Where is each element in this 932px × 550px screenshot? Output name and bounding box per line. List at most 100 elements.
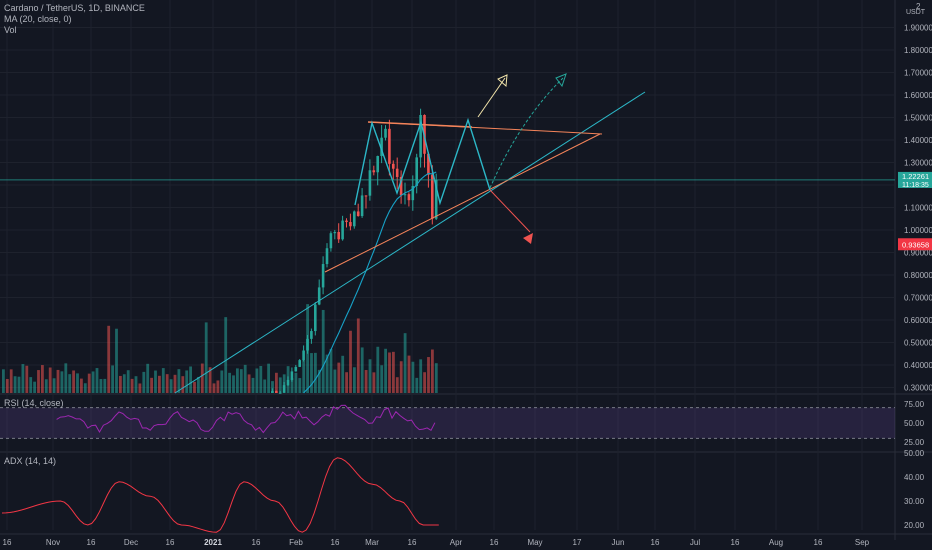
price-axis-label: 1.80000 xyxy=(904,46,932,55)
volume-bar xyxy=(376,346,380,393)
volume-bar xyxy=(134,376,138,393)
bearish-arrow-head xyxy=(523,233,533,244)
volume-bar xyxy=(384,348,387,393)
candle-body xyxy=(282,385,286,393)
candle-body xyxy=(427,153,430,175)
volume-bar xyxy=(33,381,36,393)
volume-bar xyxy=(115,328,118,393)
volume-bar xyxy=(407,355,411,393)
volume-bar xyxy=(356,318,360,393)
volume-bar xyxy=(13,376,17,393)
volume-bar xyxy=(290,378,294,393)
volume-bar xyxy=(208,367,212,393)
volume-bar xyxy=(353,367,356,393)
candle-body xyxy=(399,176,403,196)
trend-line-support xyxy=(324,133,601,273)
volume-bar xyxy=(314,352,317,393)
adx-axis-label: 30.00 xyxy=(904,497,925,506)
symbol-title[interactable]: Cardano / TetherUS, 1D, BINANCE xyxy=(4,3,145,13)
time-axis-label: Mar xyxy=(365,538,379,547)
candle-body xyxy=(306,338,309,351)
volume-bar xyxy=(255,368,259,393)
volume-bar xyxy=(415,377,419,393)
volume-bar xyxy=(271,381,274,393)
volume-bar xyxy=(298,378,302,393)
volume-bar xyxy=(403,333,407,393)
volume-bar xyxy=(259,365,263,393)
volume-bar xyxy=(243,364,247,393)
rsi-title[interactable]: RSI (14, close) xyxy=(4,398,64,408)
price-axis-label: 1.10000 xyxy=(904,204,932,213)
candle-body xyxy=(392,163,395,169)
volume-bar xyxy=(325,354,329,393)
volume-bar xyxy=(130,378,134,393)
volume-bar xyxy=(29,377,33,393)
candle-body xyxy=(278,392,282,394)
adx-axis-label: 20.00 xyxy=(904,521,925,530)
volume-bar xyxy=(193,381,196,393)
ma-line xyxy=(303,171,437,394)
volume-bar xyxy=(321,309,325,393)
vol-legend[interactable]: Vol xyxy=(4,25,17,35)
price-axis-label: 1.70000 xyxy=(904,69,932,78)
time-axis-label: 16 xyxy=(814,538,823,547)
last-price-tag-countdown: 11:18:35 xyxy=(902,182,929,189)
volume-bar xyxy=(181,376,185,393)
target-arrow-line xyxy=(477,77,506,118)
price-axis-label: 0.80000 xyxy=(904,271,932,280)
time-axis-label: 16 xyxy=(87,538,96,547)
volume-bar xyxy=(52,378,56,393)
candle-body xyxy=(353,211,356,227)
volume-bar xyxy=(87,373,91,393)
time-axis-label: Aug xyxy=(769,538,783,547)
volume-bar xyxy=(56,369,60,393)
price-axis-label: 0.70000 xyxy=(904,294,932,303)
volume-bar xyxy=(267,363,270,393)
volume-bar xyxy=(333,369,337,393)
volume-bar xyxy=(95,368,99,393)
volume-bar xyxy=(83,383,87,393)
volume-bar xyxy=(122,374,126,393)
volume-bar xyxy=(189,366,192,393)
volume-bar xyxy=(360,347,364,393)
price-axis-currency: USDT xyxy=(906,9,926,16)
candle-body xyxy=(380,137,383,157)
volume-bar xyxy=(76,373,79,393)
price-axis-top: 2 xyxy=(916,2,921,11)
time-axis-label: May xyxy=(527,538,542,547)
time-axis-label: Jun xyxy=(612,538,625,547)
candle-body xyxy=(419,114,422,158)
volume-bar xyxy=(263,379,267,393)
adx-axis-label: 40.00 xyxy=(904,473,925,482)
ma-legend[interactable]: MA (20, close, 0) xyxy=(4,14,72,24)
volume-bar xyxy=(239,369,243,393)
volume-bar xyxy=(126,370,130,393)
candle-body xyxy=(314,304,317,332)
trend-line-long xyxy=(174,91,646,394)
candle-body xyxy=(388,128,391,164)
volume-bar xyxy=(204,322,208,393)
adx-title[interactable]: ADX (14, 14) xyxy=(4,456,57,466)
volume-bar xyxy=(419,359,423,393)
volume-bar xyxy=(399,361,403,393)
time-axis-label: Sep xyxy=(855,538,870,547)
candle-body xyxy=(364,195,368,197)
price-candles xyxy=(271,108,438,394)
volume-bar xyxy=(165,374,169,393)
volume-bar xyxy=(169,379,173,393)
volume-bar xyxy=(200,363,204,393)
candle-body xyxy=(434,179,438,219)
volume-bar xyxy=(138,383,142,393)
candle-body xyxy=(286,379,290,386)
price-axis-label: 1.90000 xyxy=(904,24,932,33)
price-axis-label: 1.40000 xyxy=(904,136,932,145)
candle-body xyxy=(333,232,337,234)
candle-body xyxy=(349,222,352,227)
volume-bar xyxy=(368,359,372,393)
volume-bar xyxy=(91,371,95,393)
last-price-tag-value: 1.22261 xyxy=(902,172,929,181)
price-axis-label: 1.60000 xyxy=(904,91,932,100)
volume-bar xyxy=(310,353,313,393)
